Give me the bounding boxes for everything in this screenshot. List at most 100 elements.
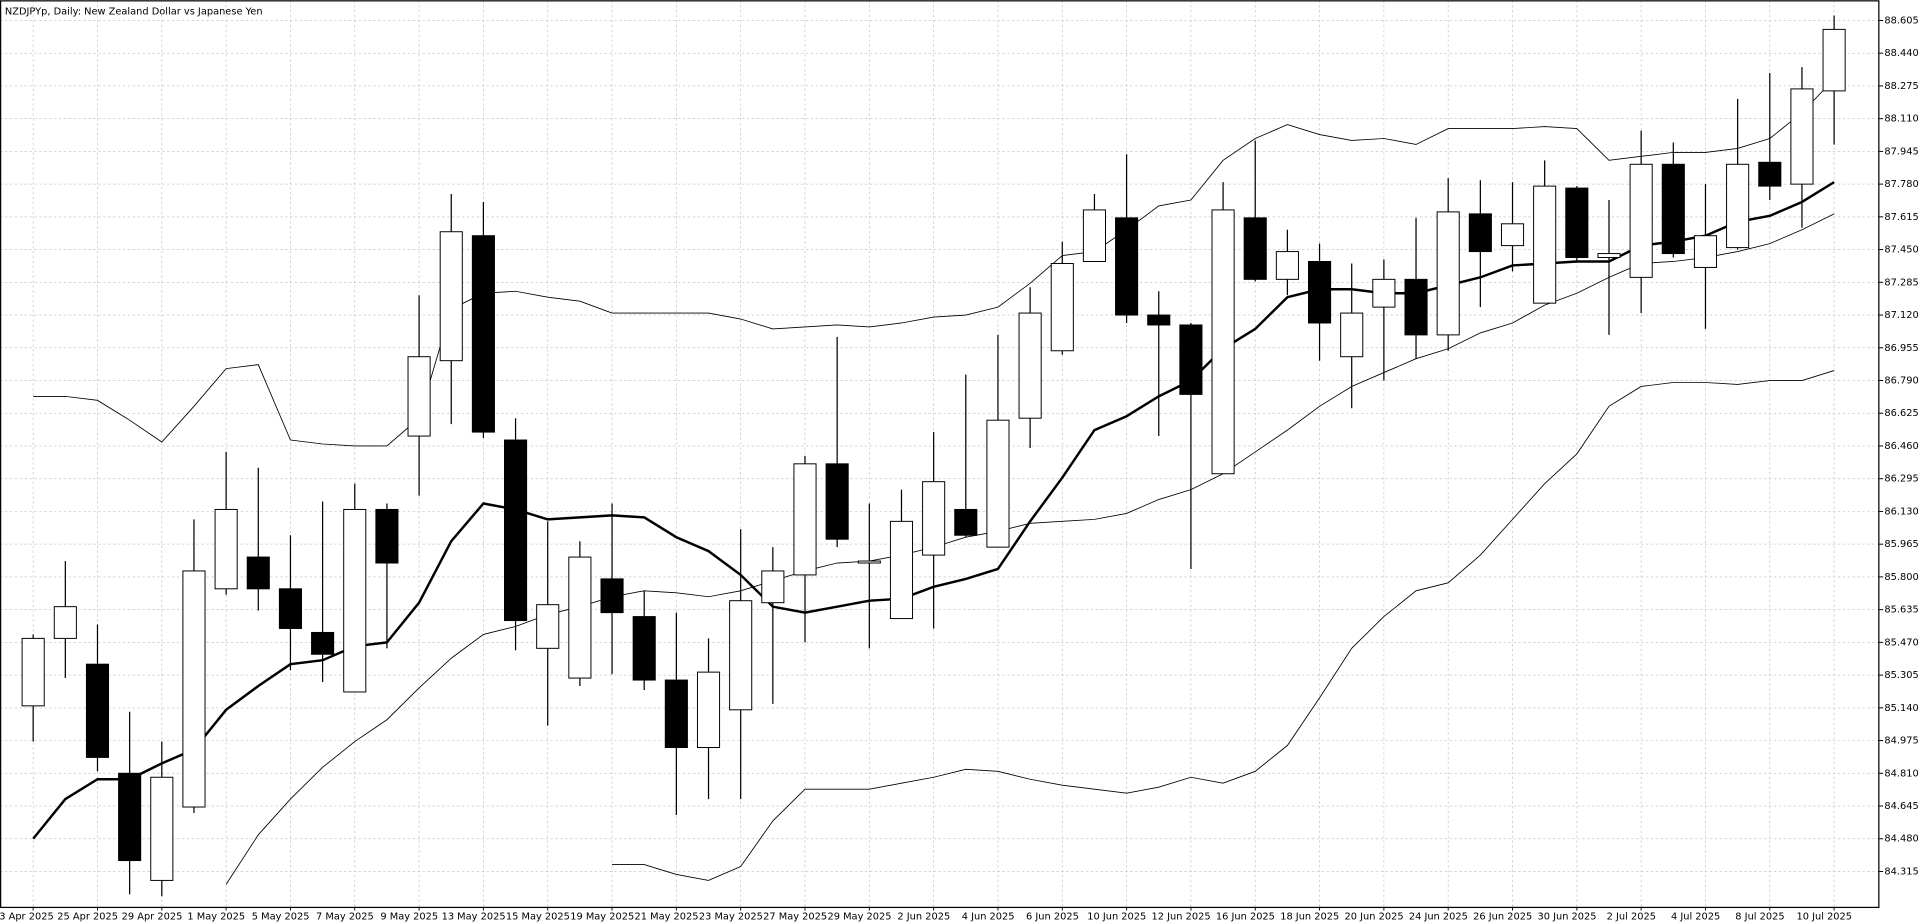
candle-body	[1308, 260, 1332, 324]
y-tick-label: 85.965	[1884, 539, 1918, 550]
y-tick-label: 88.605	[1884, 15, 1918, 26]
y-tick-label: 86.955	[1884, 343, 1918, 354]
candle-body	[664, 679, 688, 748]
y-tick-label: 87.285	[1884, 277, 1918, 288]
candle-body	[1404, 278, 1428, 336]
x-tick-label: 18 Jun 2025	[1280, 912, 1339, 923]
candle-body	[1436, 211, 1460, 336]
candle-body	[825, 463, 849, 540]
candle-body	[1179, 324, 1203, 395]
candle-body	[1822, 28, 1846, 92]
candle-body	[375, 508, 399, 564]
candle-body	[632, 616, 656, 681]
x-tick-label: 26 Jun 2025	[1473, 912, 1532, 923]
x-tick-label: 21 May 2025	[635, 912, 699, 923]
x-tick-label: 27 May 2025	[763, 912, 827, 923]
candle-body	[53, 606, 77, 639]
x-tick-label: 23 May 2025	[699, 912, 763, 923]
x-tick-label: 10 Jul 2025	[1797, 912, 1853, 923]
candle-body	[1468, 213, 1492, 253]
x-tick-label: 6 Jun 2025	[1026, 912, 1079, 923]
candle-body	[954, 508, 978, 536]
y-tick-label: 87.450	[1884, 245, 1918, 256]
x-tick-label: 8 Jul 2025	[1735, 912, 1784, 923]
y-tick-label: 85.635	[1884, 605, 1918, 616]
y-tick-label: 85.305	[1884, 670, 1918, 681]
candle-body	[471, 235, 495, 433]
candle-body	[1372, 278, 1396, 308]
y-tick-label: 87.945	[1884, 146, 1918, 157]
x-tick-label: 9 May 2025	[380, 912, 438, 923]
candle-body	[1147, 314, 1171, 326]
candle-body	[21, 637, 45, 707]
x-tick-label: 29 Apr 2025	[122, 912, 183, 923]
y-tick-label: 86.625	[1884, 408, 1918, 419]
x-tick-label: 5 May 2025	[252, 912, 310, 923]
candle-body	[536, 604, 560, 649]
y-tick-label: 86.295	[1884, 474, 1918, 485]
candle-body	[246, 556, 270, 590]
x-tick-label: 7 May 2025	[316, 912, 374, 923]
candle-body	[600, 578, 624, 614]
x-tick-label: 4 Jul 2025	[1671, 912, 1720, 923]
x-tick-label: 20 Jun 2025	[1345, 912, 1404, 923]
x-tick-label: 2 Jul 2025	[1607, 912, 1656, 923]
candle-body	[150, 776, 174, 881]
x-tick-label: 29 May 2025	[827, 912, 891, 923]
y-tick-label: 87.780	[1884, 179, 1918, 190]
candle-body	[1790, 88, 1814, 185]
candle-body	[85, 663, 110, 758]
candle-body	[439, 231, 463, 362]
candle-body	[793, 463, 817, 576]
y-tick-label: 84.315	[1884, 866, 1918, 877]
x-tick-label: 4 Jun 2025	[962, 912, 1015, 923]
x-tick-label: 24 Jun 2025	[1409, 912, 1468, 923]
x-tick-label: 1 May 2025	[187, 912, 245, 923]
candle-body	[986, 419, 1010, 548]
indicator-line	[33, 78, 1835, 447]
chart-title: NZDJPYp, Daily: New Zealand Dollar vs Ja…	[5, 6, 263, 17]
x-tick-label: 12 Jun 2025	[1152, 912, 1211, 923]
candle-body	[1500, 223, 1525, 247]
candle-body	[504, 439, 528, 622]
candle-body	[311, 631, 335, 655]
y-tick-label: 88.110	[1884, 114, 1918, 125]
x-tick-label: 15 May 2025	[506, 912, 570, 923]
marks	[21, 15, 1846, 897]
y-tick-label: 85.470	[1884, 637, 1918, 648]
y-tick-label: 86.130	[1884, 506, 1918, 517]
candle-body	[1565, 187, 1589, 259]
candle-body	[1082, 209, 1106, 262]
y-tick-label: 84.810	[1884, 768, 1918, 779]
candle-body	[118, 772, 142, 862]
candle-body	[889, 520, 914, 620]
plot-border	[0, 0, 1880, 909]
candle-body	[214, 508, 238, 590]
x-tick-label: 13 May 2025	[442, 912, 506, 923]
candle-body	[857, 560, 881, 564]
x-tick-label: 10 Jun 2025	[1087, 912, 1146, 923]
candle-body	[1533, 185, 1557, 304]
candle-body	[1275, 251, 1299, 280]
candle-body	[729, 600, 753, 711]
y-tick-label: 85.800	[1884, 572, 1918, 583]
candle-body	[568, 556, 592, 679]
candle-body	[1597, 253, 1621, 259]
candle-body	[1693, 235, 1718, 268]
x-tick-label: 2 Jun 2025	[897, 912, 950, 923]
y-tick-label: 84.975	[1884, 736, 1918, 747]
indicator-line	[612, 370, 1835, 881]
y-tick-label: 86.460	[1884, 441, 1918, 452]
x-tick-label: 19 May 2025	[570, 912, 634, 923]
candle-body	[1629, 163, 1653, 278]
candle-body	[761, 570, 785, 604]
y-tick-label: 85.140	[1884, 703, 1918, 714]
candle-body	[1758, 161, 1782, 187]
x-tick-label: 16 Jun 2025	[1216, 912, 1275, 923]
y-tick-label: 87.615	[1884, 212, 1918, 223]
candle-body	[407, 356, 431, 437]
candle-body	[343, 508, 367, 693]
